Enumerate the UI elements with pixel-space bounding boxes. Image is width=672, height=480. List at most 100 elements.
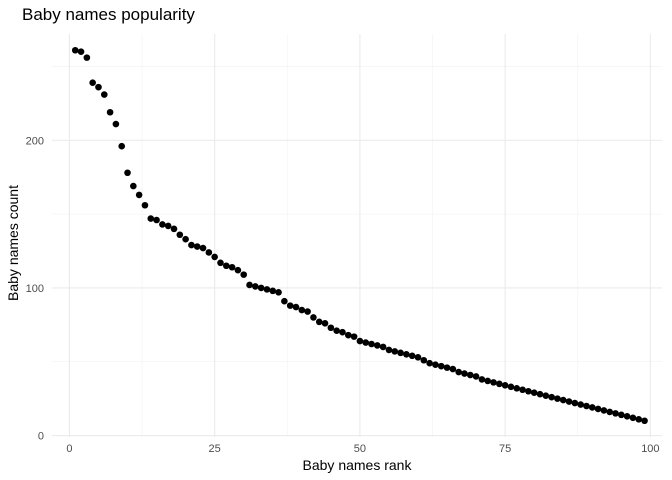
- grid-lines: [52, 34, 662, 437]
- data-point: [130, 182, 137, 190]
- data-point: [275, 289, 282, 296]
- data-point: [629, 414, 637, 422]
- data-point: [257, 284, 265, 292]
- data-point: [385, 346, 393, 354]
- data-point: [449, 365, 457, 373]
- data-point: [496, 380, 503, 388]
- x-tick-label: 100: [641, 443, 659, 455]
- axis-ticks: 0 25 50 75 100 0 100 200: [26, 135, 660, 455]
- x-tick-label: 50: [354, 443, 366, 455]
- data-point: [286, 302, 294, 309]
- y-tick-label: 100: [26, 283, 44, 295]
- data-point: [100, 91, 108, 98]
- data-point: [623, 413, 631, 420]
- data-point: [426, 359, 433, 367]
- data-point: [356, 337, 364, 345]
- data-point: [455, 368, 462, 376]
- data-point: [135, 191, 143, 199]
- data-point: [281, 297, 288, 305]
- data-point: [437, 362, 445, 370]
- data-point: [188, 241, 195, 249]
- data-point: [536, 390, 544, 398]
- data-point: [583, 402, 590, 410]
- data-point: [310, 314, 317, 321]
- data-point: [577, 401, 584, 408]
- data-point: [420, 356, 428, 364]
- y-tick-label: 0: [38, 431, 44, 443]
- data-point: [182, 235, 189, 243]
- data-point: [252, 283, 259, 290]
- data-point: [408, 352, 416, 360]
- data-point: [327, 324, 335, 332]
- data-point: [315, 318, 323, 326]
- data-point: [397, 349, 404, 357]
- data-point: [321, 320, 329, 327]
- data-point: [112, 120, 120, 128]
- data-point: [484, 377, 492, 385]
- data-point: [77, 48, 85, 56]
- data-point: [83, 54, 91, 61]
- data-point: [211, 253, 218, 261]
- data-point: [403, 351, 410, 358]
- data-point: [501, 382, 509, 389]
- data-point: [461, 370, 468, 377]
- data-point: [159, 221, 166, 228]
- data-point: [193, 243, 201, 250]
- data-point: [147, 215, 155, 222]
- data-point: [513, 384, 521, 392]
- x-axis-title: Baby names rank: [303, 457, 413, 473]
- data-point: [507, 383, 515, 391]
- data-point: [71, 46, 79, 54]
- x-tick-label: 0: [66, 443, 72, 455]
- data-point: [600, 407, 608, 414]
- data-point: [222, 262, 230, 270]
- data-point: [95, 83, 102, 91]
- data-point: [368, 340, 375, 348]
- data-point: [269, 287, 277, 295]
- data-points: [71, 46, 648, 425]
- x-tick-label: 75: [499, 443, 511, 455]
- data-point: [118, 142, 126, 150]
- data-point: [246, 281, 253, 289]
- data-point: [89, 79, 96, 87]
- data-point: [391, 348, 399, 355]
- data-point: [519, 386, 526, 394]
- data-point: [240, 271, 248, 278]
- data-point: [234, 266, 242, 274]
- data-point: [379, 343, 387, 351]
- data-point: [530, 389, 538, 397]
- data-point: [565, 398, 573, 405]
- data-point: [641, 417, 648, 425]
- data-point: [263, 286, 271, 293]
- data-point: [542, 392, 550, 399]
- data-point: [344, 331, 352, 339]
- data-point: [362, 339, 370, 346]
- data-point: [559, 396, 567, 404]
- data-point: [490, 379, 497, 386]
- data-point: [472, 373, 480, 380]
- data-point: [153, 216, 160, 224]
- data-point: [594, 405, 602, 413]
- data-point: [525, 387, 532, 395]
- data-point: [466, 371, 474, 379]
- chart-title: Baby names popularity: [22, 5, 195, 24]
- data-point: [443, 364, 451, 371]
- x-tick-label: 25: [209, 443, 221, 455]
- data-point: [228, 263, 236, 271]
- data-point: [478, 376, 486, 383]
- data-point: [374, 342, 381, 349]
- data-point: [606, 408, 614, 416]
- data-point: [588, 404, 596, 411]
- data-point: [164, 222, 172, 230]
- data-point: [298, 306, 306, 314]
- data-point: [205, 249, 213, 256]
- data-point: [292, 303, 300, 311]
- data-point: [432, 361, 439, 368]
- data-point: [350, 333, 358, 340]
- data-point: [304, 308, 311, 315]
- data-point: [141, 201, 149, 209]
- data-point: [414, 353, 422, 361]
- data-point: [199, 244, 207, 252]
- data-point: [176, 231, 184, 239]
